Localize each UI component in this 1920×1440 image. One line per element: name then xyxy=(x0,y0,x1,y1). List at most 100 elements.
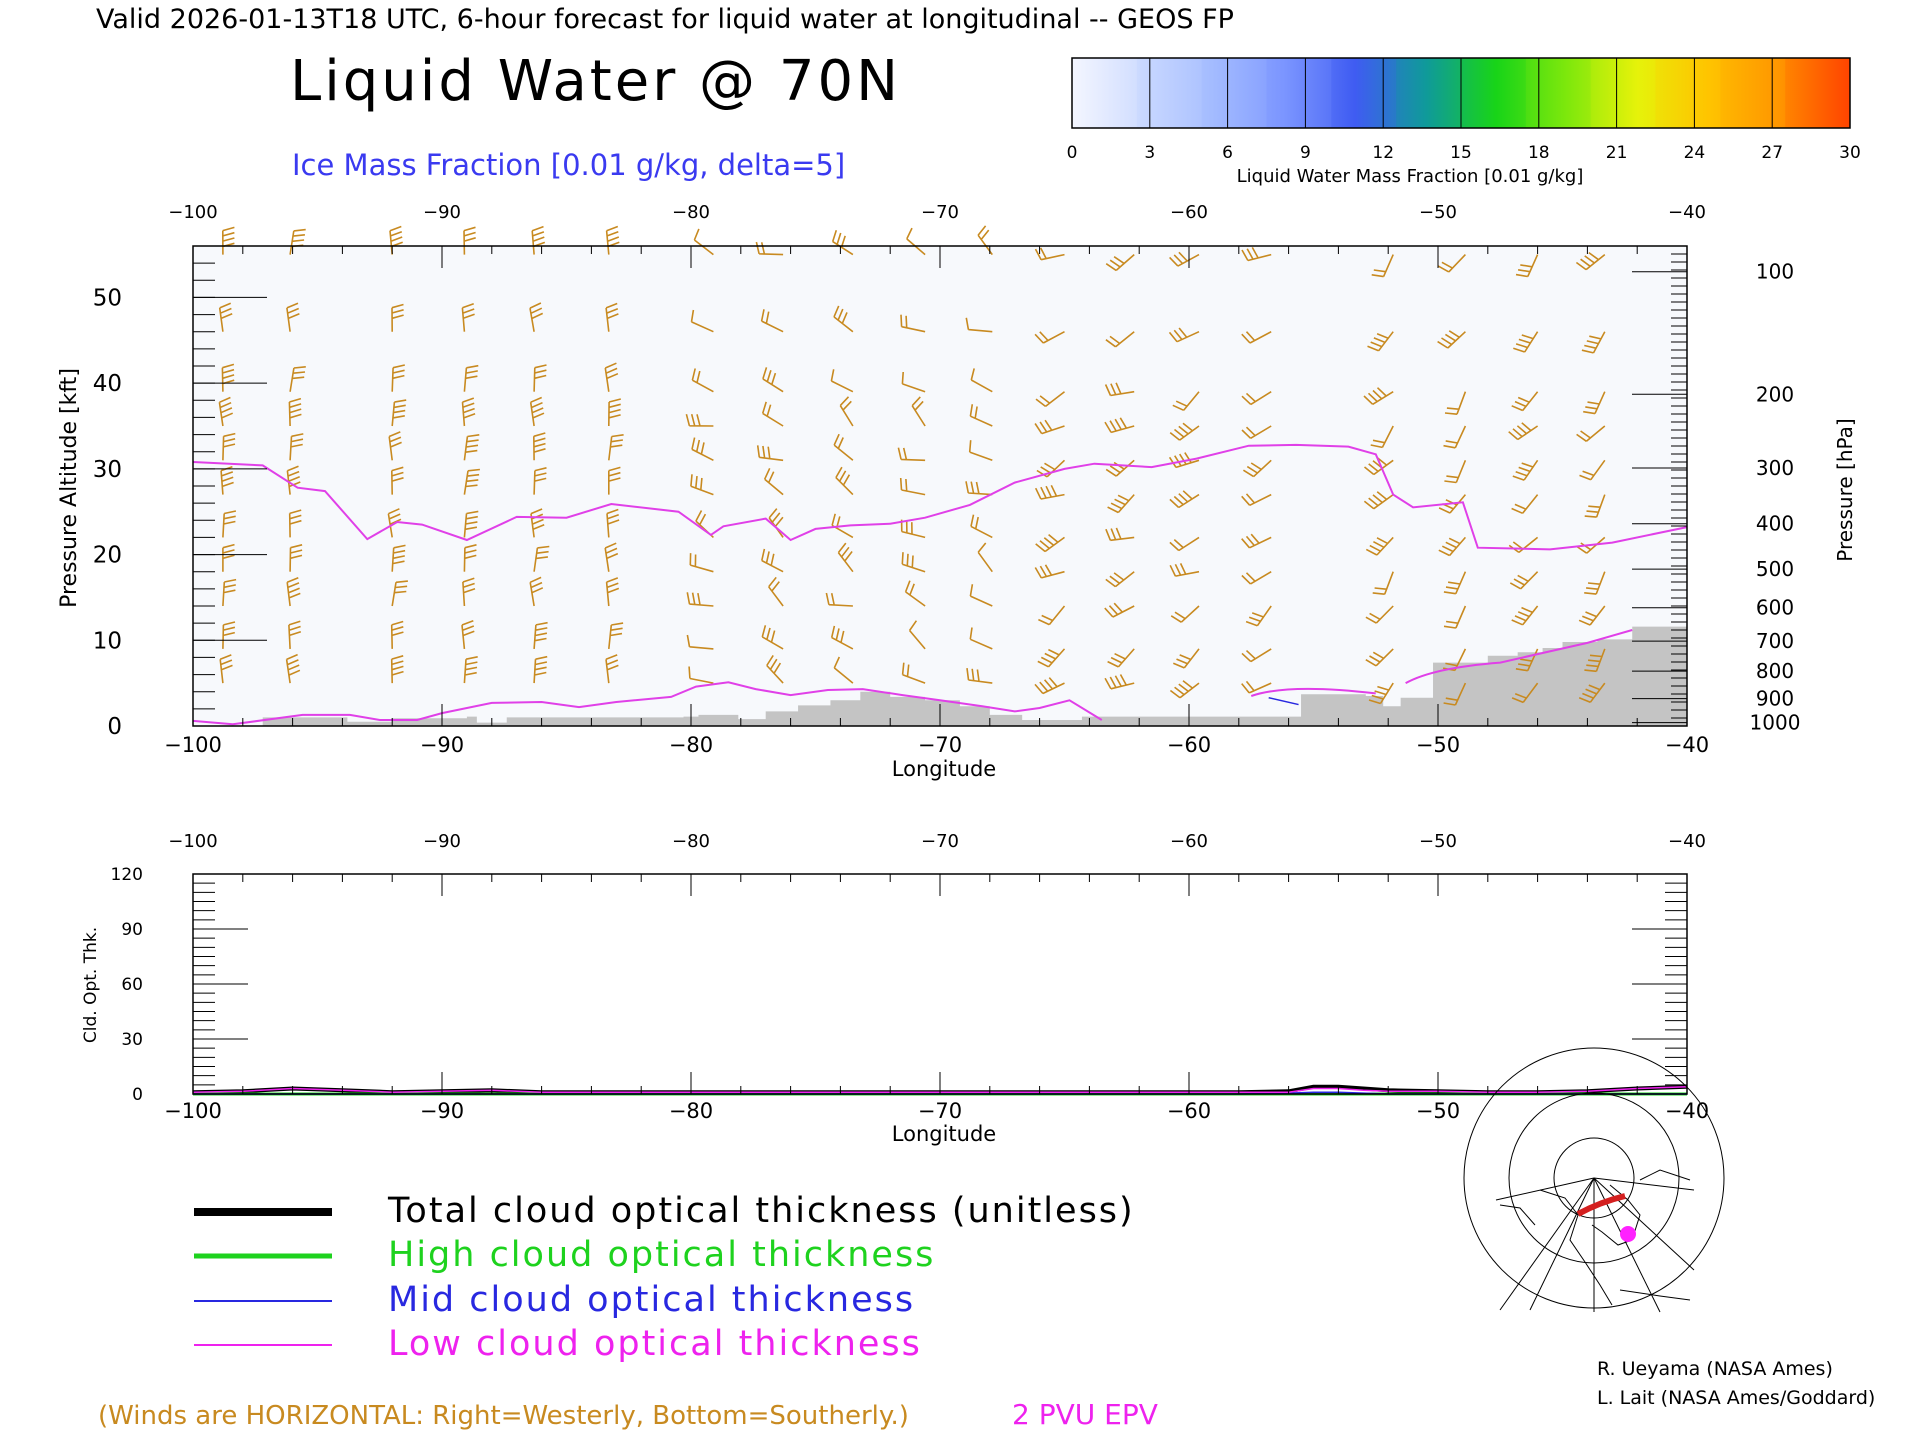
lower-x-label: Longitude xyxy=(892,1122,996,1146)
wind-barb xyxy=(977,542,993,573)
upper-y-label: Pressure Altitude [kft] xyxy=(57,368,82,608)
wind-barb xyxy=(605,577,620,607)
wind-barb xyxy=(285,653,301,684)
x-tick-label-top: −90 xyxy=(423,202,461,223)
wind-barb xyxy=(286,576,301,607)
wind-barb xyxy=(686,592,714,607)
wind-barb xyxy=(1372,571,1394,595)
wind-barb xyxy=(533,621,548,649)
wind-barb xyxy=(1511,391,1539,412)
colorbar-tick-label: 15 xyxy=(1450,143,1472,163)
wind-barb xyxy=(1508,422,1539,441)
wind-barb xyxy=(689,553,714,573)
wind-barb xyxy=(763,467,784,496)
colorbar-tick-label: 18 xyxy=(1528,143,1550,163)
wind-barb xyxy=(1515,648,1539,672)
wind-barb xyxy=(837,542,854,573)
wind-barb xyxy=(218,302,233,332)
terrain-surface xyxy=(193,626,1687,726)
liquid-water-colorbar: 0 3 6 9 12 15 18 21 24 27 30 xyxy=(1067,57,1861,163)
colorbar-label: Liquid Water Mass Fraction [0.01 g/kg] xyxy=(1237,166,1584,187)
wind-barb xyxy=(1245,605,1272,627)
wind-barb xyxy=(1437,254,1466,273)
wind-barb xyxy=(1104,602,1135,618)
wind-barb xyxy=(389,225,403,255)
wind-barb xyxy=(968,440,993,462)
wind-barb xyxy=(1105,253,1135,272)
wind-barb xyxy=(899,477,926,496)
wind-barb xyxy=(604,542,619,572)
wind-barb xyxy=(1512,459,1539,481)
wind-barb xyxy=(839,396,854,427)
wind-barb xyxy=(1365,648,1394,667)
x-tick-label: −100 xyxy=(164,733,222,757)
plot-background xyxy=(193,874,1687,1094)
wind-barb xyxy=(761,548,784,573)
wind-barb xyxy=(461,619,475,649)
wind-barb xyxy=(1578,682,1606,704)
wind-barb xyxy=(1169,536,1200,552)
wind-barb xyxy=(1444,459,1467,484)
wind-barb xyxy=(463,226,476,255)
wind-barb xyxy=(605,654,619,684)
wind-barb xyxy=(970,368,993,393)
colorbar-tick-label: 24 xyxy=(1684,143,1706,163)
wind-barb xyxy=(1579,459,1606,481)
wind-barb xyxy=(390,620,404,649)
wind-barb xyxy=(833,656,854,684)
wind-barb xyxy=(286,302,300,332)
epv-2pvu-line xyxy=(192,443,1688,551)
wind-barb xyxy=(1105,331,1135,348)
x-tick-label-top: −60 xyxy=(1170,202,1208,223)
colorbar-tick-label: 27 xyxy=(1761,143,1783,163)
wind-barb xyxy=(1169,251,1200,267)
wind-barb xyxy=(1241,425,1272,439)
wind-barb xyxy=(1241,330,1272,344)
wind-barb xyxy=(1443,605,1467,629)
wind-barb xyxy=(529,302,544,332)
x-tick-label: −70 xyxy=(918,733,962,757)
wind-barb xyxy=(969,584,993,607)
x-tick-label: −90 xyxy=(420,1099,464,1123)
pressure-tick-label: 600 xyxy=(1756,596,1794,620)
valid-line: Valid 2026-01-13T18 UTC, 6-hour forecast… xyxy=(96,4,1234,35)
colorbar-tick-label: 9 xyxy=(1300,143,1311,163)
wind-barb xyxy=(222,621,236,649)
wind-barb xyxy=(1104,674,1135,690)
upper-y-right-label: Pressure [hPa] xyxy=(1833,418,1857,561)
wind-barb xyxy=(391,466,404,495)
wind-barb xyxy=(1241,533,1272,549)
wind-barb xyxy=(900,519,926,539)
x-tick-label-top: −90 xyxy=(423,831,461,852)
wind-barb xyxy=(388,431,402,461)
wind-barb xyxy=(462,577,476,607)
x-tick-label: −90 xyxy=(420,733,464,757)
wind-barb xyxy=(1365,605,1394,624)
x-tick-label-top: −80 xyxy=(672,202,710,223)
wind-barb xyxy=(1581,331,1606,354)
x-tick-label-top: −60 xyxy=(1170,831,1208,852)
wind-barb xyxy=(1034,247,1065,261)
wind-barb xyxy=(1104,417,1135,434)
wind-barb xyxy=(1105,459,1135,477)
colorbar-tick-label: 12 xyxy=(1372,143,1394,163)
wind-barb xyxy=(762,367,784,393)
wind-barb xyxy=(533,655,548,684)
wind-barb xyxy=(1368,682,1394,705)
wind-barb xyxy=(835,466,854,496)
wind-barb xyxy=(218,396,234,427)
x-tick-label-top: −80 xyxy=(672,831,710,852)
legend-label-total: Total cloud optical thickness (unitless) xyxy=(387,1191,1135,1231)
wind-barb xyxy=(831,229,854,256)
legend-label-high: High cloud optical thickness xyxy=(388,1235,935,1275)
wind-barb xyxy=(533,467,547,495)
wind-barb xyxy=(605,302,619,332)
x-tick-label: −40 xyxy=(1665,1099,1709,1123)
wind-barb xyxy=(1575,251,1606,271)
wind-barb xyxy=(833,433,854,461)
wind-barb xyxy=(463,544,477,572)
page-title: Liquid Water @ 70N xyxy=(290,49,901,114)
wind-barb xyxy=(1034,564,1065,579)
wind-barb xyxy=(531,225,546,255)
